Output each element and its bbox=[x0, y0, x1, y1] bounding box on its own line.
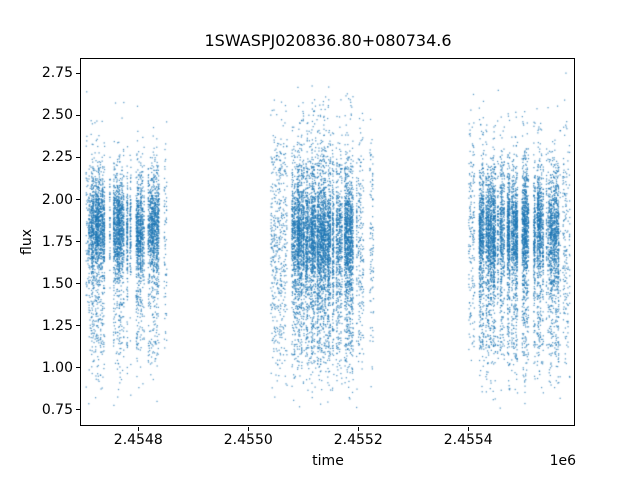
y-tick-label: 2.75 bbox=[41, 65, 73, 82]
y-tick-label: 1.75 bbox=[41, 233, 73, 250]
y-tick-mark bbox=[76, 72, 80, 74]
y-tick-label: 2.00 bbox=[41, 191, 73, 208]
y-tick-mark bbox=[76, 156, 80, 158]
y-axis-label: flux bbox=[19, 229, 35, 255]
y-tick-label: 2.25 bbox=[41, 149, 73, 166]
x-tick-mark bbox=[137, 427, 139, 431]
y-tick-label: 1.50 bbox=[41, 275, 73, 292]
y-tick-label: 0.75 bbox=[41, 401, 73, 418]
y-tick-mark bbox=[76, 199, 80, 200]
x-tick-label: 2.4554 bbox=[443, 432, 493, 448]
x-tick-label: 2.4552 bbox=[333, 432, 383, 448]
scatter-points-canvas bbox=[80, 58, 576, 427]
x-tick-mark bbox=[467, 427, 469, 431]
x-tick-label: 2.4548 bbox=[113, 432, 163, 448]
x-tick-mark bbox=[247, 427, 249, 431]
x-tick-mark bbox=[357, 427, 359, 431]
y-tick-mark bbox=[76, 241, 80, 243]
y-tick-label: 2.50 bbox=[41, 107, 73, 124]
y-tick-label: 1.00 bbox=[41, 359, 73, 376]
y-tick-mark bbox=[76, 409, 80, 411]
y-tick-mark bbox=[76, 114, 80, 116]
x-axis-offset-label: 1e6 bbox=[549, 453, 576, 469]
y-tick-mark bbox=[76, 325, 80, 327]
x-tick-label: 2.4550 bbox=[223, 432, 273, 448]
y-tick-mark bbox=[76, 283, 80, 285]
y-tick-mark bbox=[76, 367, 80, 369]
chart-title: 1SWASPJ020836.80+080734.6 bbox=[204, 31, 452, 50]
x-axis-label: time bbox=[312, 453, 344, 469]
y-tick-label: 1.25 bbox=[41, 317, 73, 334]
